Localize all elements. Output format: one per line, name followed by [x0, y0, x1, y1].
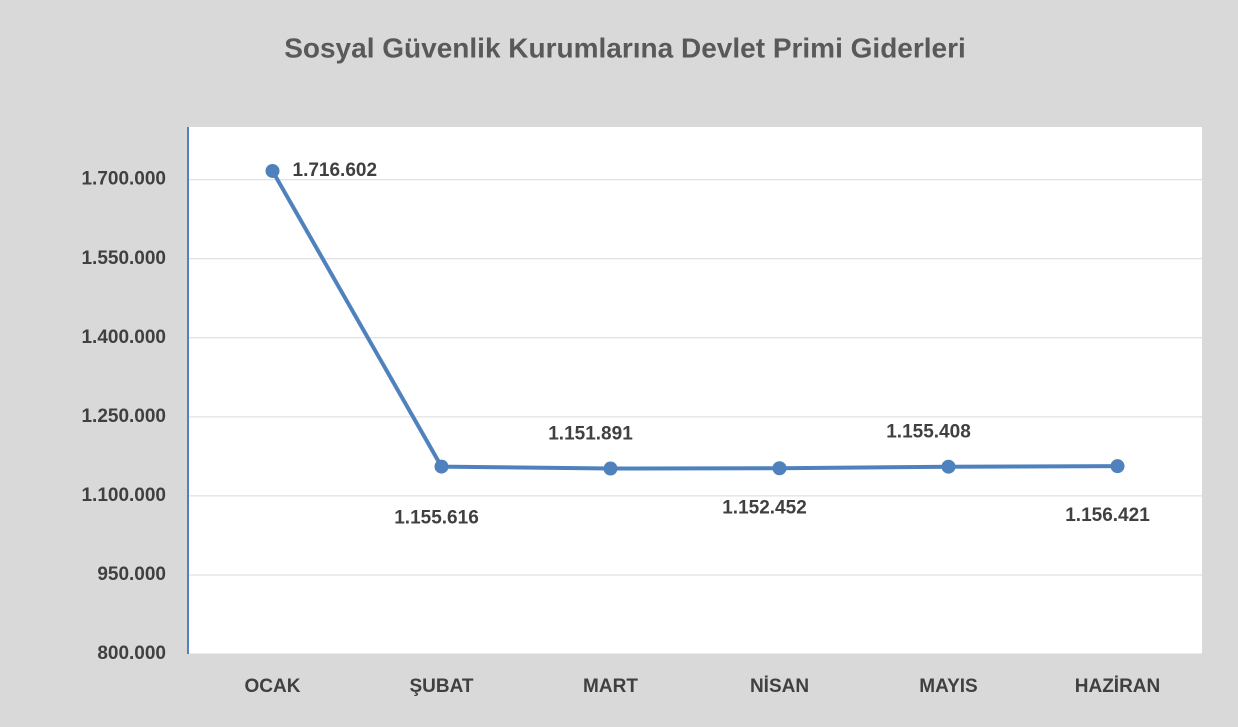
chart-title: Sosyal Güvenlik Kurumlarına Devlet Primi…	[284, 32, 966, 63]
marker	[603, 461, 618, 476]
y-tick-label: 1.700.000	[81, 169, 166, 190]
y-tick-label: 1.100.000	[81, 485, 166, 506]
data-label: 1.155.408	[886, 422, 971, 443]
x-tick-label: MAYIS	[919, 676, 977, 697]
y-tick-label: 1.400.000	[81, 327, 166, 348]
x-tick-label: OCAK	[245, 676, 301, 697]
data-label: 1.155.616	[394, 508, 479, 529]
marker	[265, 163, 280, 178]
data-label: 1.151.891	[548, 424, 633, 445]
y-tick-label: 1.250.000	[81, 406, 166, 427]
marker	[434, 459, 449, 474]
y-tick-label: 1.550.000	[81, 248, 166, 269]
data-label: 1.152.452	[722, 497, 807, 518]
line	[270, 169, 1118, 471]
x-tick-label: HAZİRAN	[1075, 676, 1161, 697]
y-tick-label: 800.000	[97, 643, 166, 664]
x-tick-label: NİSAN	[750, 676, 809, 697]
marker	[941, 459, 956, 474]
x-tick-label: ŞUBAT	[409, 676, 473, 697]
marker	[772, 461, 787, 476]
marker	[1110, 459, 1125, 474]
data-label: 1.156.421	[1065, 505, 1150, 526]
x-tick-label: MART	[583, 676, 638, 697]
plot-area	[188, 127, 1202, 654]
data-label: 1.716.602	[293, 160, 378, 181]
y-tick-label: 950.000	[97, 564, 166, 585]
